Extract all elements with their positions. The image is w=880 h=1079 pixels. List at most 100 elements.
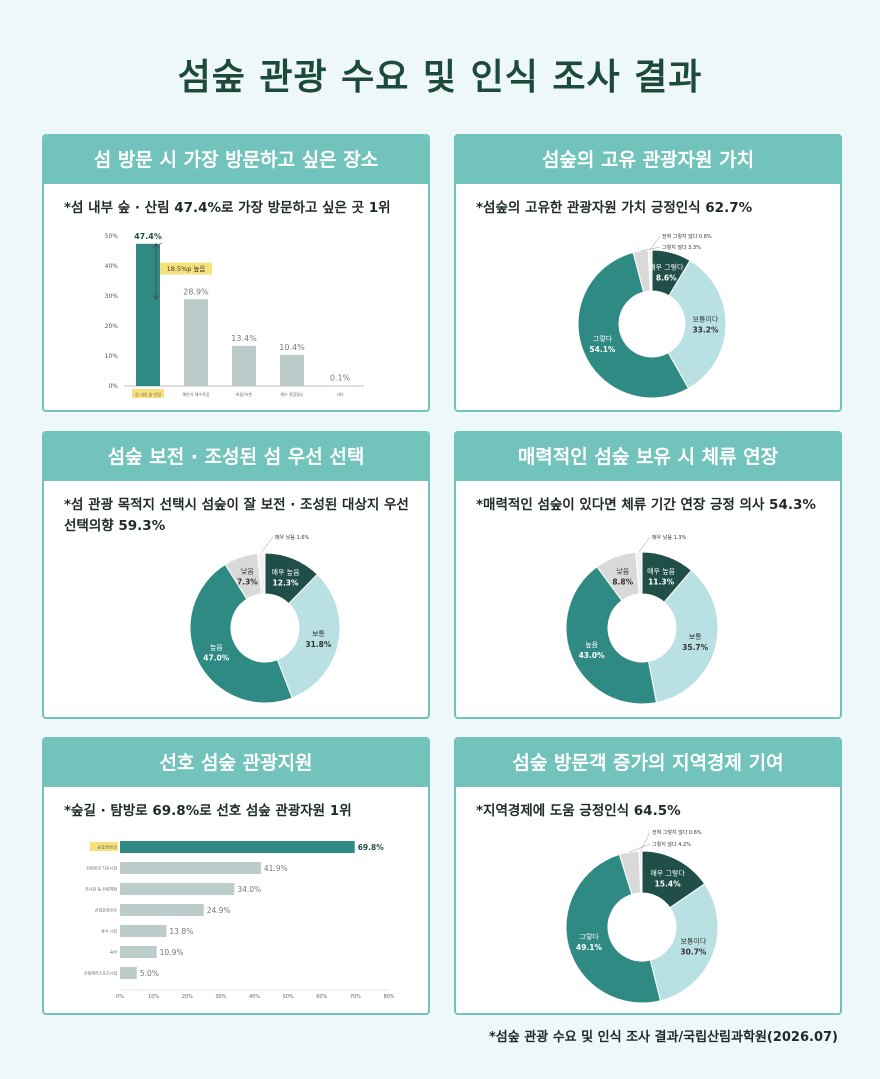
y-tick-label: 0% bbox=[108, 383, 118, 390]
slice-value: 15.4% bbox=[655, 879, 682, 888]
slice-value: 33.2% bbox=[692, 326, 719, 335]
card-resource-value: 섬숲의 고유 관광자원 가치 *섬숲의 고유한 관광자원 가치 긍정인식 62.… bbox=[454, 134, 842, 412]
donut-slice bbox=[649, 883, 719, 1002]
donut-slice bbox=[647, 249, 653, 292]
bar bbox=[120, 946, 157, 958]
leader-line bbox=[261, 536, 274, 554]
x-tick-label: 80% bbox=[383, 994, 394, 1000]
annotation-box bbox=[160, 262, 212, 275]
category-label: 산림휴양 치유시설 bbox=[86, 865, 117, 871]
slice-value: 49.1% bbox=[576, 943, 603, 952]
x-tick-label: 20% bbox=[182, 994, 193, 1000]
card-subtitle: *매력적인 섬숲이 있다면 체류 기간 연장 긍정 의사 54.3% bbox=[476, 497, 816, 513]
leader-line bbox=[629, 843, 651, 853]
card-title: 섬숲의 고유 관광자원 가치 bbox=[456, 136, 840, 184]
card-local-economy: 섬숲 방문객 증가의 지역경제 기여 *지역경제에 도움 긍정인식 64.5% … bbox=[454, 737, 842, 1015]
category-label: 해수 관광명소 bbox=[280, 391, 304, 397]
category-label: 산림레저스포츠시설 bbox=[84, 970, 117, 976]
bar bbox=[280, 354, 304, 386]
slice-label: 보통이다 bbox=[681, 936, 707, 945]
slice-value: 43.0% bbox=[579, 651, 606, 660]
leader-line bbox=[649, 235, 661, 251]
x-tick-label: 0% bbox=[116, 994, 124, 1000]
donut-slice bbox=[256, 552, 266, 595]
category-label: 해안가 해수욕장 bbox=[182, 391, 209, 397]
bar bbox=[120, 841, 355, 853]
annotation-arrowhead-top bbox=[153, 243, 159, 249]
donut-chart-priority-choice: 매우 높음 12.3% 보통 31.8% 높음 47.0% 낮음 7.3% 매우 낮음 1.6% bbox=[189, 534, 341, 704]
card-subtitle: *지역경제에 도움 긍정인식 64.5% bbox=[476, 803, 681, 819]
donut-slice bbox=[276, 573, 341, 699]
category-label: 산림문화유산 bbox=[95, 907, 117, 913]
page-title: 섬숲 관광 수요 및 인식 조사 결과 bbox=[177, 57, 703, 98]
card-stay-extension: 매력적인 섬숲 보유 시 체류 연장 *매력적인 섬숲이 있다면 체류 기간 연… bbox=[454, 431, 842, 719]
slice-value: 47.0% bbox=[203, 653, 230, 662]
bar-value-label: 13.8% bbox=[169, 927, 193, 936]
bar-value-label: 41.9% bbox=[264, 864, 288, 873]
slice-value: 30.7% bbox=[680, 947, 707, 956]
slice-label: 매우 그렇다 bbox=[650, 868, 685, 877]
slice-value: 54.1% bbox=[589, 345, 616, 354]
category-label: 숲길/탐방로 bbox=[97, 844, 117, 850]
card-title: 섬숲 보전 · 조성된 섬 우선 선택 bbox=[44, 433, 428, 481]
bar bbox=[120, 883, 235, 895]
bar bbox=[328, 385, 352, 387]
category-label: 기타 bbox=[336, 391, 344, 397]
annotation-arrowhead-bottom bbox=[153, 295, 159, 301]
card-visit-place: 섬 방문 시 가장 방문하고 싶은 장소 *섬 내부 숲 · 산림 47.4%로… bbox=[42, 134, 430, 412]
bar bbox=[120, 862, 261, 874]
card-preferred-resource: 선호 섬숲 관광지원 *숲길 · 탐방로 69.8%로 선호 섬숲 관광자원 1… bbox=[42, 737, 430, 1015]
card-title: 매력적인 섬숲 보유 시 체류 연장 bbox=[456, 433, 840, 481]
bar bbox=[120, 967, 137, 979]
y-tick-label: 20% bbox=[105, 323, 119, 330]
donut-slice bbox=[577, 251, 690, 399]
slice-value: 7.3% bbox=[237, 577, 258, 586]
bar-value-label: 69.8% bbox=[358, 843, 385, 852]
card-subtitle: *섬 내부 숲 · 산림 47.4%로 가장 방문하고 싶은 곳 1위 bbox=[64, 200, 391, 216]
slice-label: 낮음 bbox=[616, 566, 629, 575]
slice-value: 11.3% bbox=[648, 577, 675, 586]
category-label: 섬 내부 숲·산림 bbox=[135, 391, 161, 397]
card-subtitle: *숲길 · 탐방로 69.8%로 선호 섬숲 관광자원 1위 bbox=[64, 803, 352, 819]
y-tick-label: 10% bbox=[105, 353, 119, 360]
category-label: 숙박 bbox=[110, 949, 118, 955]
bar-value-label: 24.9% bbox=[207, 906, 231, 915]
slice-label: 그렇다 bbox=[593, 334, 613, 343]
slice-label: 보통이다 bbox=[693, 315, 719, 324]
category-label: 전시관 등 산림체험 bbox=[85, 886, 117, 892]
category-highlight bbox=[132, 389, 164, 398]
slice-label: 매우 높음 bbox=[647, 567, 676, 575]
category-label: 마을/어촌 bbox=[236, 391, 252, 397]
card-title: 섬숲 방문객 증가의 지역경제 기여 bbox=[456, 739, 840, 787]
hbar-chart-preferred-resource: 숲길/탐방로 69.8% 산림휴양 치유시설 41.9% 전시관 등 산림체험 34.0%… bbox=[84, 841, 395, 1000]
source-note: *섬숲 관광 수요 및 인식 조사 결과/국립산림과학원(2026.07) bbox=[489, 1030, 838, 1045]
bar bbox=[184, 299, 208, 386]
bar-value-label: 28.9% bbox=[183, 287, 209, 296]
slice-outer-label: 전혀 그렇지 않다 0.6% bbox=[652, 829, 702, 836]
slice-value: 8.8% bbox=[612, 577, 633, 586]
card-title: 섬 방문 시 가장 방문하고 싶은 장소 bbox=[44, 136, 428, 184]
donut-slice bbox=[638, 850, 643, 894]
y-tick-label: 40% bbox=[105, 263, 119, 270]
slice-label: 매우 그렇다 bbox=[649, 262, 684, 271]
x-tick-label: 40% bbox=[249, 994, 260, 1000]
category-label: 휴식 시설 bbox=[101, 928, 117, 934]
y-tick-label: 30% bbox=[105, 293, 119, 300]
slice-value: 35.7% bbox=[682, 643, 709, 652]
donut-chart-stay-extension: 매우 높음 11.3% 보통 35.7% 높음 43.0% 낮음 8.8% 매우 낮음 1.3% bbox=[565, 534, 719, 705]
leader-line bbox=[638, 536, 651, 553]
bar-chart-visit-place: 0% 10% 20% 30% 40% 50% 47.4% 섬 내부 숲·산림 28.9% 해안가 … bbox=[105, 232, 364, 398]
bar-value-label: 34.0% bbox=[237, 885, 261, 894]
bar-value-label: 13.4% bbox=[231, 334, 257, 343]
x-tick-label: 10% bbox=[148, 994, 159, 1000]
slice-outer-label: 그렇지 않다 3.3% bbox=[662, 244, 701, 251]
card-subtitle: *섬 관광 목적지 선택시 섬숲이 잘 보전 · 조성된 대상지 우선 선택의향… bbox=[64, 497, 409, 534]
donut-slice bbox=[635, 551, 643, 595]
leader-line bbox=[640, 246, 661, 252]
x-tick-label: 70% bbox=[350, 994, 361, 1000]
bar-value-label: 0.1% bbox=[330, 374, 351, 383]
card-title: 선호 섬숲 관광지원 bbox=[44, 739, 428, 787]
x-tick-label: 50% bbox=[283, 994, 294, 1000]
bar-value-label: 5.0% bbox=[140, 969, 159, 978]
category-highlight bbox=[90, 842, 118, 851]
